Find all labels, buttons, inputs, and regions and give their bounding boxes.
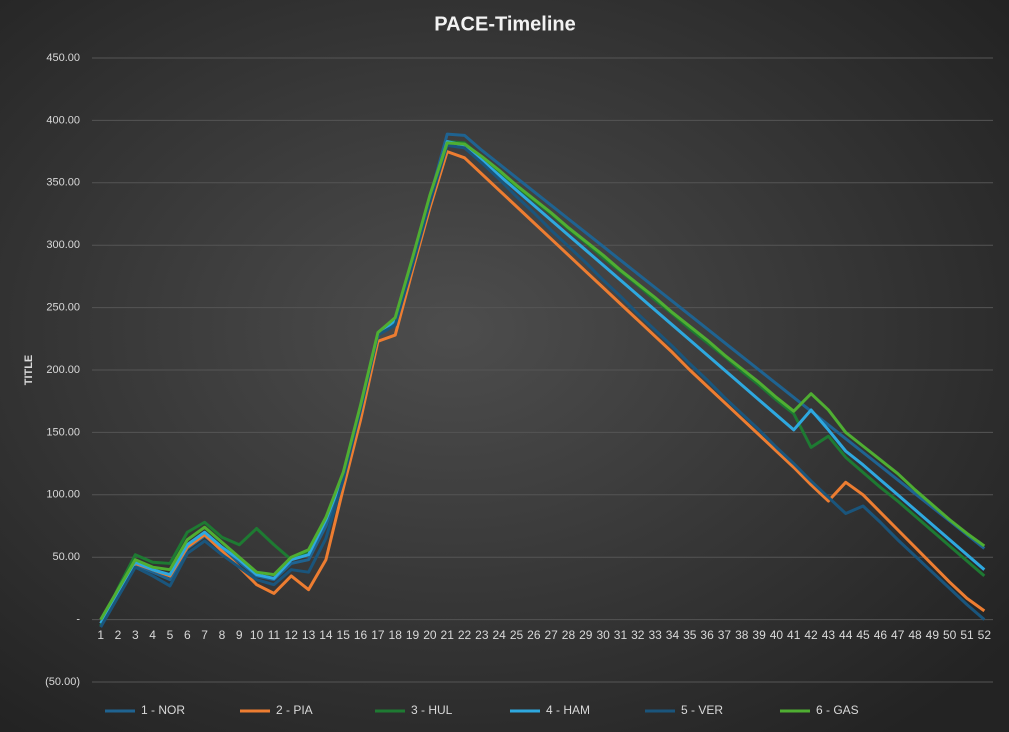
x-tick-label: 41 bbox=[787, 628, 801, 642]
x-tick-label: 6 bbox=[184, 628, 191, 642]
x-tick-label: 11 bbox=[268, 628, 281, 642]
x-tick-label: 50 bbox=[943, 628, 957, 642]
x-tick-label: 25 bbox=[510, 628, 524, 642]
x-tick-label: 1 bbox=[97, 628, 104, 642]
x-tick-label: 27 bbox=[544, 628, 558, 642]
legend-label: 1 - NOR bbox=[141, 703, 185, 717]
series-line bbox=[99, 141, 986, 621]
x-tick-label: 21 bbox=[441, 628, 455, 642]
x-tick-label: 44 bbox=[839, 628, 853, 642]
y-tick-label: 100.00 bbox=[46, 489, 80, 501]
x-tick-label: 2 bbox=[115, 628, 122, 642]
x-tick-label: 33 bbox=[648, 628, 662, 642]
y-tick-label: 350.00 bbox=[46, 177, 80, 189]
x-tick-label: 37 bbox=[718, 628, 732, 642]
y-axis-label: TITLE bbox=[23, 355, 35, 386]
x-tick-label: 45 bbox=[856, 628, 870, 642]
x-tick-label: 52 bbox=[978, 628, 992, 642]
legend-label: 5 - VER bbox=[681, 703, 723, 717]
legend-label: 6 - GAS bbox=[816, 703, 859, 717]
x-tick-label: 51 bbox=[960, 628, 974, 642]
x-tick-label: 49 bbox=[926, 628, 940, 642]
x-tick-label: 42 bbox=[804, 628, 818, 642]
x-tick-label: 43 bbox=[822, 628, 836, 642]
x-tick-label: 5 bbox=[167, 628, 174, 642]
x-tick-label: 14 bbox=[319, 628, 333, 642]
x-tick-label: 12 bbox=[285, 628, 299, 642]
y-tick-label: - bbox=[76, 614, 80, 626]
x-tick-label: 29 bbox=[579, 628, 593, 642]
x-tick-label: 3 bbox=[132, 628, 139, 642]
legend-label: 4 - HAM bbox=[546, 703, 590, 717]
x-tick-label: 31 bbox=[614, 628, 628, 642]
x-tick-label: 32 bbox=[631, 628, 645, 642]
y-tick-label: 400.00 bbox=[46, 114, 80, 126]
x-tick-label: 15 bbox=[337, 628, 351, 642]
x-tick-label: 39 bbox=[752, 628, 766, 642]
x-tick-label: 8 bbox=[219, 628, 226, 642]
x-tick-label: 10 bbox=[250, 628, 264, 642]
x-tick-label: 4 bbox=[149, 628, 156, 642]
x-tick-label: 38 bbox=[735, 628, 749, 642]
x-tick-label: 35 bbox=[683, 628, 697, 642]
legend-label: 2 - PIA bbox=[276, 703, 313, 717]
x-tick-label: 47 bbox=[891, 628, 905, 642]
y-tick-label: 50.00 bbox=[52, 551, 80, 563]
x-tick-label: 18 bbox=[389, 628, 403, 642]
x-tick-label: 40 bbox=[770, 628, 784, 642]
x-tick-label: 17 bbox=[371, 628, 385, 642]
x-tick-label: 24 bbox=[493, 628, 507, 642]
y-tick-label: 150.00 bbox=[46, 426, 80, 438]
y-tick-label: 250.00 bbox=[46, 302, 80, 314]
x-tick-label: 30 bbox=[596, 628, 610, 642]
x-tick-label: 23 bbox=[475, 628, 489, 642]
x-tick-label: 26 bbox=[527, 628, 541, 642]
legend-label: 3 - HUL bbox=[411, 703, 453, 717]
x-tick-label: 34 bbox=[666, 628, 680, 642]
x-tick-label: 19 bbox=[406, 628, 420, 642]
chart-title: PACE-Timeline bbox=[434, 13, 576, 35]
x-tick-label: 36 bbox=[700, 628, 714, 642]
x-tick-label: 28 bbox=[562, 628, 576, 642]
x-tick-label: 7 bbox=[201, 628, 208, 642]
x-tick-label: 13 bbox=[302, 628, 316, 642]
series-line bbox=[99, 150, 986, 625]
y-tick-label: 300.00 bbox=[46, 239, 80, 251]
x-tick-label: 16 bbox=[354, 628, 368, 642]
y-tick-label: (50.00) bbox=[45, 676, 80, 688]
x-tick-label: 9 bbox=[236, 628, 243, 642]
series-line bbox=[99, 143, 986, 628]
series-line bbox=[99, 140, 986, 625]
x-tick-label: 46 bbox=[874, 628, 888, 642]
x-tick-label: 48 bbox=[908, 628, 922, 642]
x-tick-label: 20 bbox=[423, 628, 437, 642]
y-tick-label: 200.00 bbox=[46, 364, 80, 376]
x-tick-label: 22 bbox=[458, 628, 472, 642]
y-tick-label: 450.00 bbox=[46, 52, 80, 64]
